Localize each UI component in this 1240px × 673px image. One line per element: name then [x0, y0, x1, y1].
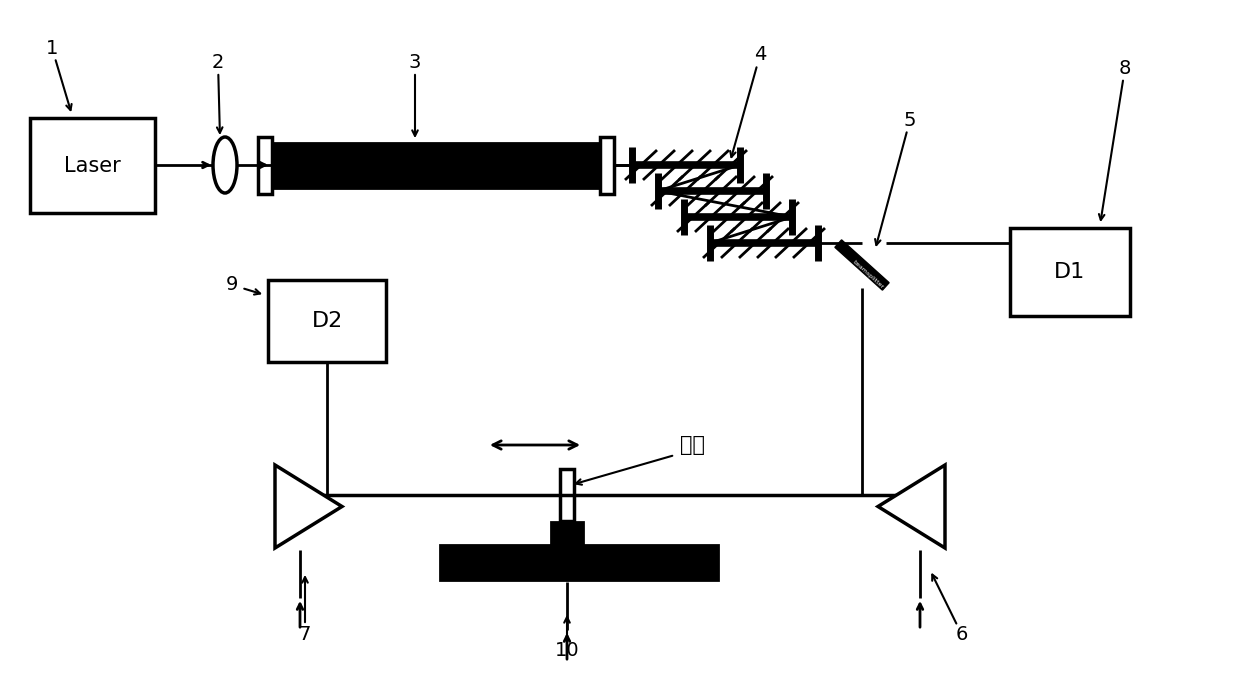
Text: 1: 1	[46, 38, 58, 57]
Text: 7: 7	[299, 625, 311, 645]
Text: 2: 2	[212, 52, 224, 71]
Bar	[551, 522, 583, 545]
Text: Laser: Laser	[64, 155, 120, 176]
Text: 4: 4	[754, 46, 766, 65]
Bar	[30, 118, 155, 213]
Bar	[258, 137, 272, 194]
Text: 3: 3	[409, 52, 422, 71]
Text: beamsplitter: beamsplitter	[852, 260, 884, 290]
Text: 6: 6	[956, 625, 968, 645]
Bar	[1011, 228, 1130, 316]
Text: 5: 5	[904, 110, 916, 129]
Bar	[268, 280, 386, 362]
Text: D1: D1	[1054, 262, 1086, 282]
Bar	[600, 137, 614, 194]
Text: 10: 10	[554, 641, 579, 660]
Polygon shape	[275, 465, 342, 548]
Text: 9: 9	[226, 275, 238, 295]
Polygon shape	[835, 240, 889, 290]
Polygon shape	[878, 465, 945, 548]
Bar	[272, 143, 600, 188]
Text: 样品: 样品	[680, 435, 706, 455]
Bar	[560, 469, 574, 521]
Text: 8: 8	[1118, 59, 1131, 77]
Text: D2: D2	[311, 311, 342, 331]
Bar	[440, 545, 718, 580]
